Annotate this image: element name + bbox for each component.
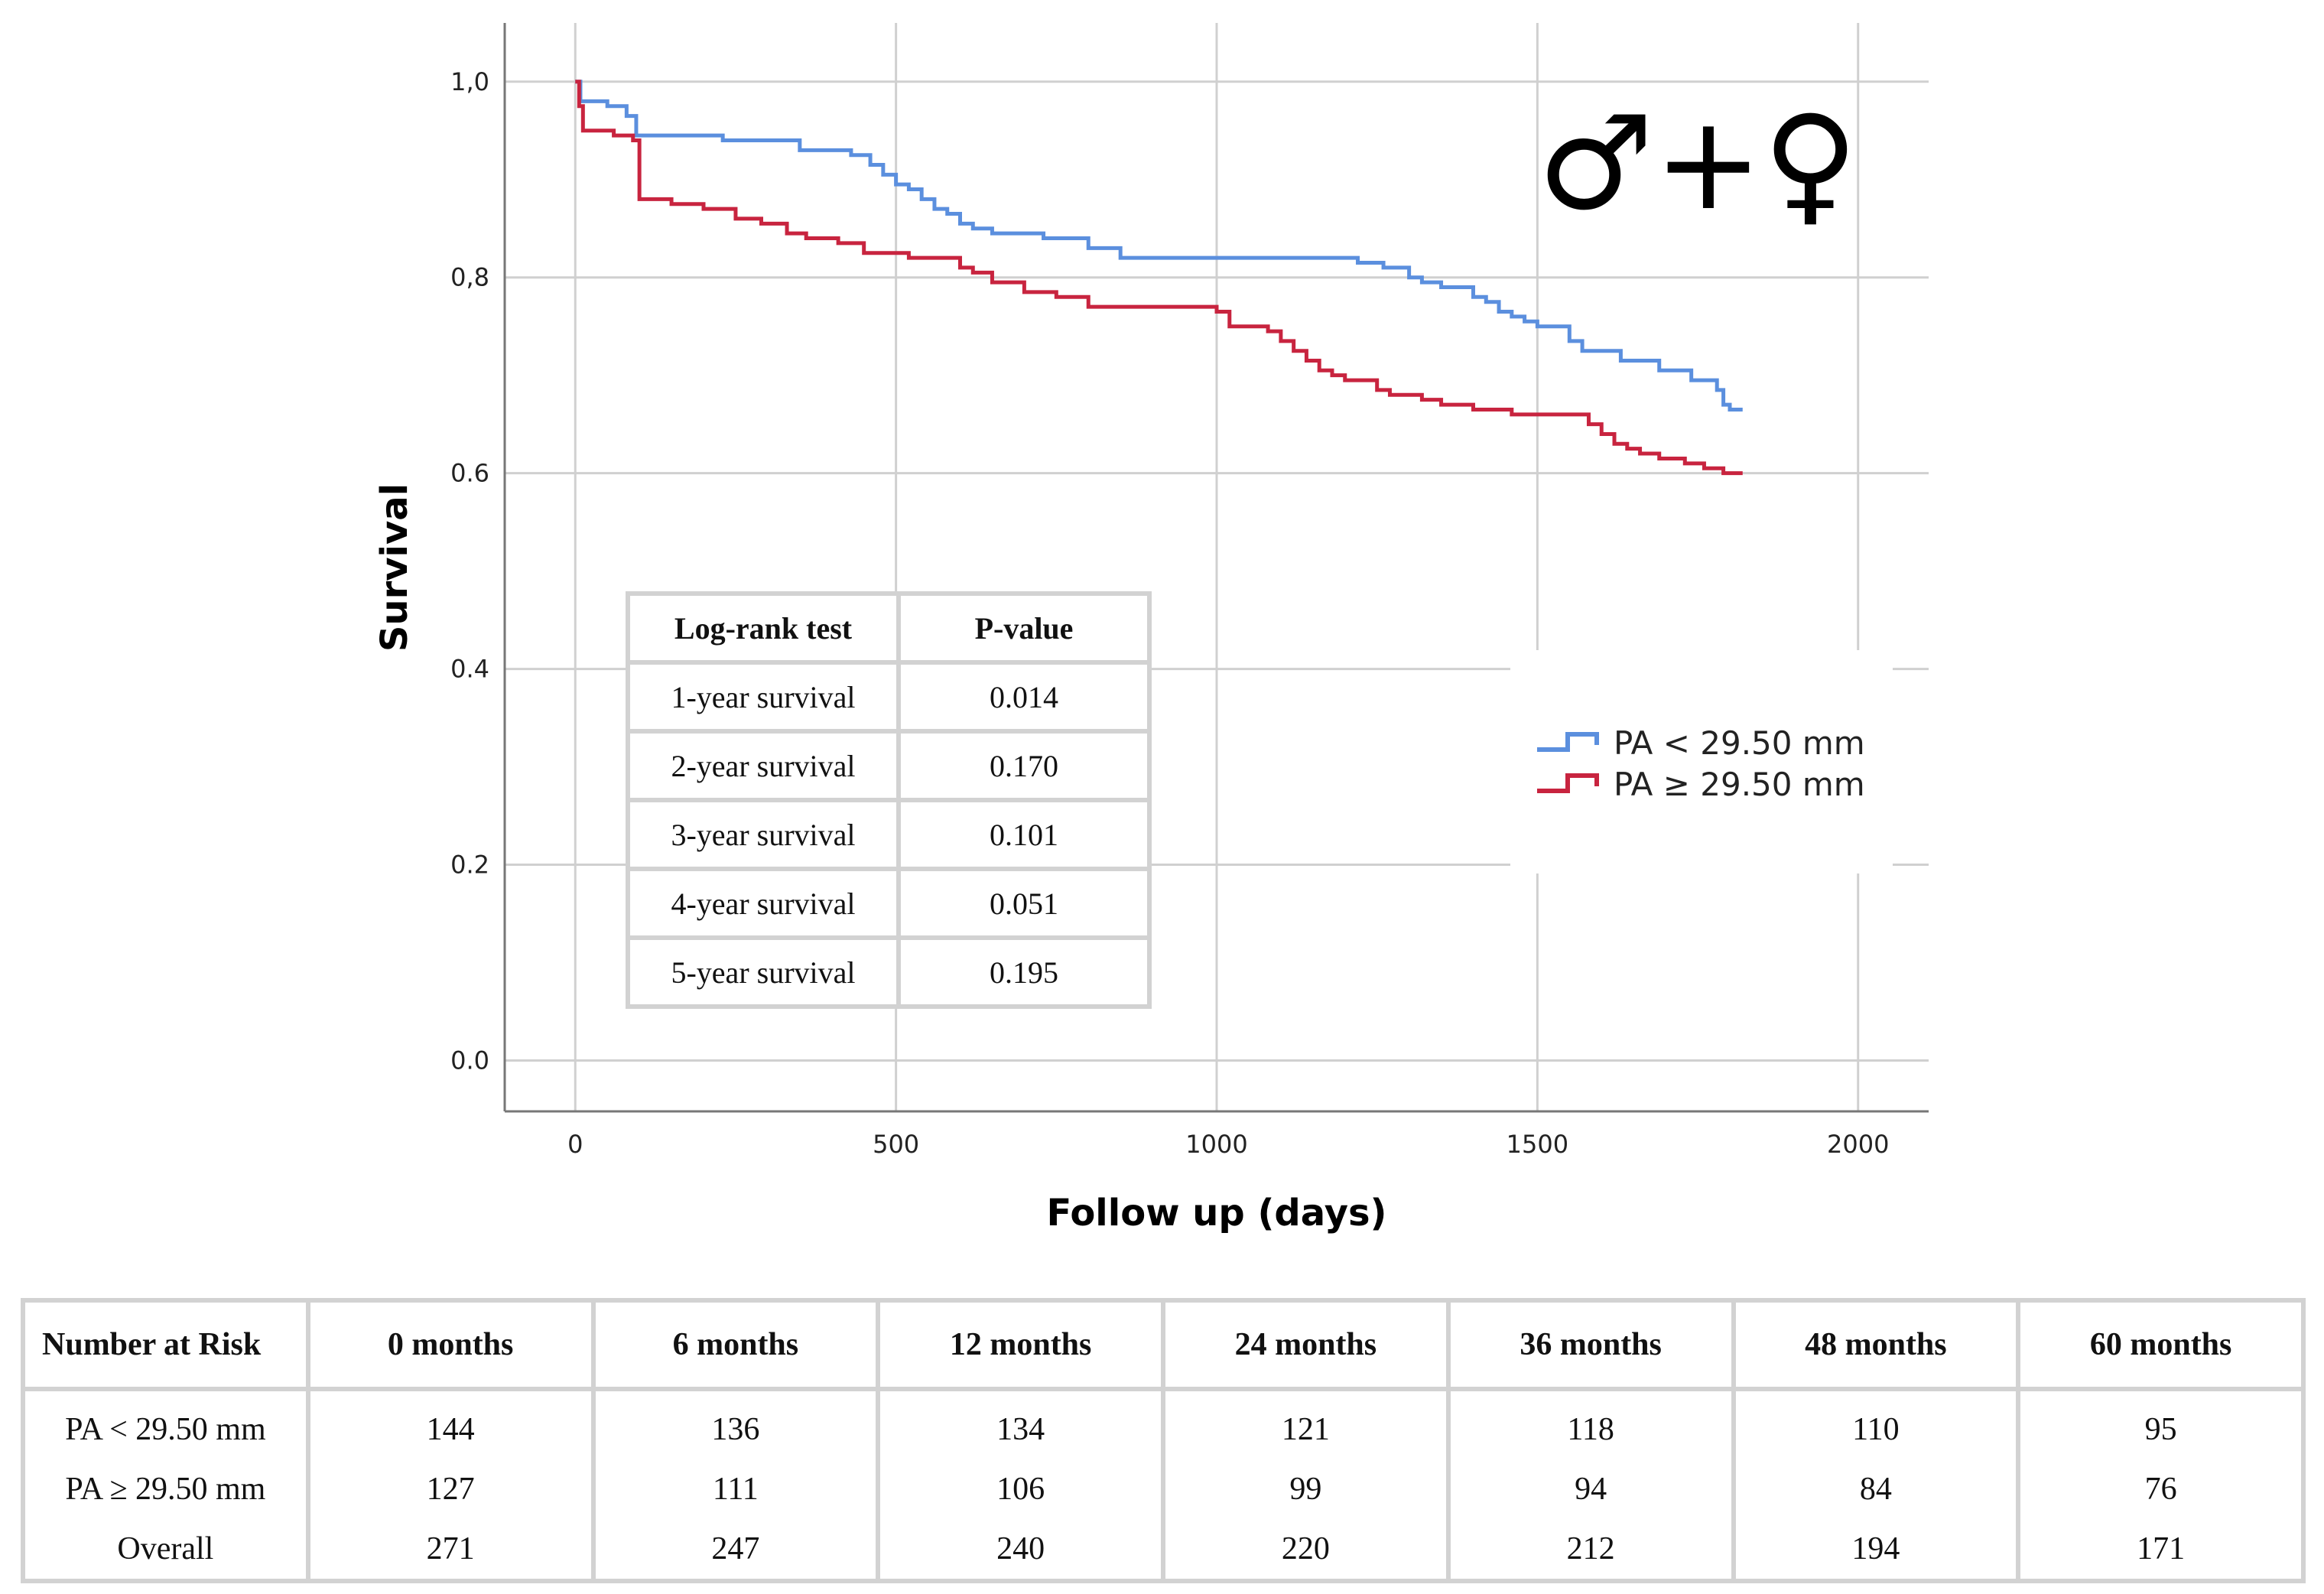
y-tick-label: 1,0 <box>450 67 489 96</box>
risk-cell: 271 <box>305 1519 596 1581</box>
risk-cell: 94 <box>1445 1459 1736 1519</box>
logrank-pvalue: 0.014 <box>896 660 1152 734</box>
y-tick-label: 0.2 <box>450 851 489 880</box>
logrank-header-pvalue: P-value <box>896 591 1152 665</box>
risk-cell: 106 <box>876 1459 1165 1519</box>
y-tick-label: 0.0 <box>450 1046 489 1075</box>
risk-cell: 118 <box>1445 1389 1736 1459</box>
risk-cell: 136 <box>590 1389 881 1459</box>
risk-row: PA ≥ 29.50 mm 127 111 106 99 94 84 76 <box>21 1459 2306 1519</box>
logrank-label: 1-year survival <box>626 660 901 734</box>
logrank-row: 3-year survival 0.101 <box>626 798 1152 871</box>
y-tick-label: 0.4 <box>450 655 489 684</box>
logrank-row: 4-year survival 0.051 <box>626 867 1152 940</box>
risk-cell: 220 <box>1161 1519 1451 1581</box>
x-axis-title: Follow up (days) <box>1046 1192 1386 1235</box>
risk-cell: 171 <box>2016 1519 2306 1581</box>
logrank-label: 5-year survival <box>626 935 901 1009</box>
x-tick-label: 500 <box>873 1130 919 1159</box>
logrank-label: 4-year survival <box>626 867 901 940</box>
risk-cell: 121 <box>1161 1389 1451 1459</box>
logrank-table: Log-rank test P-value 1-year survival 0.… <box>626 591 1152 1009</box>
risk-cell: PA ≥ 29.50 mm <box>21 1459 310 1519</box>
risk-cell: Overall <box>21 1519 310 1581</box>
risk-header-cell: 60 months <box>2016 1298 2306 1391</box>
risk-row: PA < 29.50 mm 144 136 134 121 118 110 95 <box>21 1389 2306 1459</box>
logrank-label: 3-year survival <box>626 798 901 871</box>
legend-swatch <box>1537 732 1599 752</box>
legend-swatch <box>1537 773 1599 793</box>
risk-cell: 110 <box>1731 1389 2021 1459</box>
logrank-header-row: Log-rank test P-value <box>626 591 1152 665</box>
risk-header-row: Number at Risk 0 months 6 months 12 mont… <box>21 1298 2306 1391</box>
risk-cell: 95 <box>2016 1389 2306 1459</box>
legend: PA < 29.50 mm PA ≥ 29.50 mm <box>1537 724 1865 803</box>
risk-cell: PA < 29.50 mm <box>21 1389 310 1459</box>
y-tick-labels: 0.0 0.2 0.4 0.6 0,8 1,0 <box>450 67 489 1075</box>
risk-header-cell: 0 months <box>305 1298 596 1391</box>
risk-header-cell: 6 months <box>590 1298 881 1391</box>
logrank-pvalue: 0.101 <box>896 798 1152 871</box>
risk-cell: 111 <box>590 1459 881 1519</box>
risk-cell: 144 <box>305 1389 596 1459</box>
risk-cell: 240 <box>876 1519 1165 1581</box>
risk-cell: 84 <box>1731 1459 2021 1519</box>
x-tick-labels: 0 500 1000 1500 2000 <box>567 1130 1889 1159</box>
legend-label: PA ≥ 29.50 mm <box>1614 766 1865 803</box>
risk-header-cell: 36 months <box>1445 1298 1736 1391</box>
logrank-pvalue: 0.170 <box>896 729 1152 802</box>
survival-curves <box>575 80 1743 476</box>
risk-header-cell: 48 months <box>1731 1298 2021 1391</box>
y-axis-title: Survival <box>373 483 416 652</box>
x-tick-label: 2000 <box>1827 1130 1889 1159</box>
survival-curve-1 <box>575 80 1743 412</box>
logrank-row: 2-year survival 0.170 <box>626 729 1152 802</box>
survival-curve-2 <box>575 80 1743 476</box>
y-tick-label: 0.6 <box>450 459 489 488</box>
logrank-pvalue: 0.051 <box>896 867 1152 940</box>
risk-cell: 134 <box>876 1389 1165 1459</box>
risk-cell: 247 <box>590 1519 881 1581</box>
risk-cell: 76 <box>2016 1459 2306 1519</box>
axes <box>503 23 1929 1113</box>
logrank-header-test: Log-rank test <box>626 591 901 665</box>
legend-label: PA < 29.50 mm <box>1614 724 1865 762</box>
risk-cell: 127 <box>305 1459 596 1519</box>
logrank-row: 5-year survival 0.195 <box>626 935 1152 1009</box>
sex-symbol-annotation: ♂+♀ <box>1537 88 1858 239</box>
risk-cell: 194 <box>1731 1519 2021 1581</box>
risk-header-cell: 12 months <box>876 1298 1165 1391</box>
x-tick-label: 1500 <box>1507 1130 1568 1159</box>
risk-row: Overall 271 247 240 220 212 194 171 <box>21 1519 2306 1581</box>
logrank-row: 1-year survival 0.014 <box>626 660 1152 734</box>
risk-header-cell: Number at Risk <box>21 1298 310 1391</box>
x-tick-label: 0 <box>567 1130 583 1159</box>
risk-cell: 212 <box>1445 1519 1736 1581</box>
risk-cell: 99 <box>1161 1459 1451 1519</box>
logrank-label: 2-year survival <box>626 729 901 802</box>
x-tick-label: 1000 <box>1185 1130 1247 1159</box>
logrank-pvalue: 0.195 <box>896 935 1152 1009</box>
number-at-risk-table: Number at Risk 0 months 6 months 12 mont… <box>21 1298 2306 1583</box>
legend-box <box>1510 650 1893 873</box>
risk-header-cell: 24 months <box>1161 1298 1451 1391</box>
y-tick-label: 0,8 <box>450 263 489 292</box>
